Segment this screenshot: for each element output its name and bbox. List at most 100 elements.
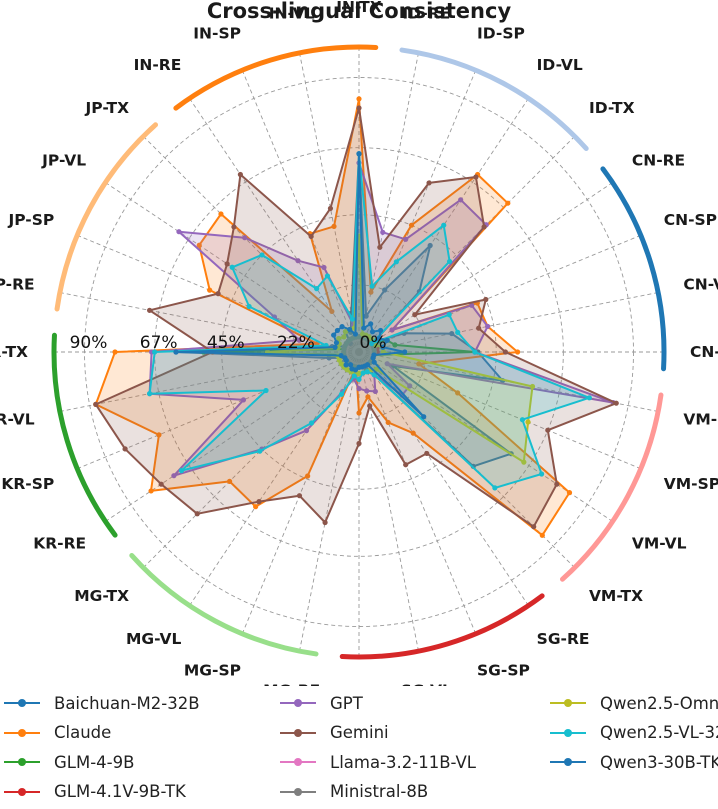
- legend-swatch: [276, 693, 320, 713]
- point-cn-tx: [502, 349, 508, 355]
- point-in-tx: [356, 96, 362, 102]
- point-sg-sp: [372, 388, 378, 395]
- spoke-in-vl: [299, 52, 360, 353]
- legend-item-qwen3-30b-tk: Qwen3-30B-TK: [546, 749, 718, 775]
- point-jp-sp: [333, 340, 340, 346]
- group-arc-vm: [559, 392, 664, 582]
- axis-label-cn-vl: CN-VL: [683, 276, 718, 294]
- axis-label-id-tx: ID-TX: [589, 99, 635, 117]
- point-jp-vl: [176, 229, 182, 235]
- point-vm-sp: [545, 427, 551, 433]
- point-sg-sp: [403, 462, 409, 468]
- point-vm-sp: [384, 361, 390, 367]
- point-jp-tx: [231, 224, 237, 230]
- point-cn-vl: [380, 344, 386, 350]
- spoke-id-sp: [358, 70, 477, 353]
- axis-label-jp-re: JP-RE: [0, 276, 35, 294]
- point-id-tx: [505, 200, 511, 206]
- series-qwen2-5-vl-32b: [147, 151, 592, 491]
- point-vm-tx: [421, 414, 427, 420]
- legend-swatch: [0, 752, 44, 772]
- legend-swatch: [0, 693, 44, 713]
- ring-tick-label-4: 90%: [70, 333, 108, 353]
- spoke-sg-re: [358, 351, 529, 606]
- axis-label-kr-tx: KR-TX: [0, 343, 28, 361]
- point-mg-vl: [253, 504, 259, 510]
- point-jp-vl: [331, 332, 337, 338]
- legend-swatch: [276, 723, 320, 743]
- point-kr-re: [148, 488, 154, 494]
- axis-label-id-sp: ID-SP: [477, 24, 525, 42]
- point-id-sp: [382, 287, 388, 293]
- legend-item-glm-4-1v-9b-tk: GLM-4.1V-9B-TK: [0, 779, 186, 805]
- legend-item-baichuan-m2-32b: Baichuan-M2-32B: [0, 690, 200, 716]
- axis-label-vm-sp: VM-SP: [664, 475, 718, 493]
- point-jp-sp: [207, 287, 213, 293]
- point-vm-vl: [554, 481, 560, 487]
- point-cn-vl: [449, 330, 455, 337]
- axis-label-in-tx: IN-TX: [336, 0, 381, 16]
- point-sg-re: [364, 362, 371, 368]
- point-vm-vl: [566, 490, 573, 496]
- point-sg-re: [410, 430, 416, 436]
- point-id-tx: [446, 258, 453, 265]
- point-jp-re: [332, 344, 338, 350]
- spoke-jp-re: [59, 292, 360, 353]
- point-id-vl: [473, 174, 479, 180]
- point-mg-vl: [256, 499, 262, 505]
- point-vm-vl: [538, 471, 545, 477]
- point-kr-vl: [93, 401, 99, 407]
- point-jp-vl: [336, 335, 342, 342]
- legend-label: Claude: [54, 723, 112, 742]
- point-mg-vl: [347, 362, 354, 368]
- spoke-jp-sp: [77, 234, 360, 353]
- spoke-mg-sp: [241, 351, 360, 634]
- point-id-tx: [481, 224, 487, 230]
- group-arc-sg: [339, 593, 545, 660]
- point-sg-tx: [356, 410, 362, 416]
- point-cn-sp: [483, 296, 489, 303]
- legend-swatch: [276, 782, 320, 802]
- grid-ring-1: [291, 284, 427, 420]
- point-cn-vl: [455, 329, 461, 335]
- point-cn-re: [389, 327, 395, 333]
- point-in-vl: [349, 316, 356, 322]
- point-sg-re: [371, 372, 377, 378]
- spoke-cn-vl: [358, 292, 659, 353]
- point-kr-tx: [173, 349, 179, 355]
- legend-item-llama-3-2-11b-vl: Llama-3.2-11B-VL: [276, 749, 476, 775]
- spoke-id-re: [358, 52, 419, 353]
- axis-label-kr-re: KR-RE: [33, 535, 86, 553]
- point-sg-vl: [360, 370, 366, 376]
- axis-label-vm-vl: VM-VL: [632, 535, 687, 553]
- legend-label: Llama-3.2-11B-VL: [330, 752, 477, 772]
- point-mg-sp: [338, 391, 345, 397]
- point-sg-re: [424, 450, 430, 457]
- point-vm-re: [613, 400, 619, 406]
- point-vm-re: [529, 383, 536, 390]
- point-id-tx: [377, 327, 384, 334]
- axis-label-id-re: ID-RE: [402, 5, 450, 23]
- point-id-vl: [441, 222, 447, 228]
- legend-label: Qwen2.5-VL-32B: [600, 723, 718, 742]
- point-mg-sp: [296, 493, 303, 499]
- legend-label: GLM-4.1V-9B-TK: [54, 782, 186, 801]
- point-mg-tx: [226, 478, 233, 485]
- group-arc-kr: [51, 332, 118, 538]
- legend-item-glm-4-9b: GLM-4-9B: [0, 749, 134, 775]
- point-jp-sp: [215, 291, 221, 297]
- point-in-re: [237, 171, 243, 178]
- ring-tick-label-0: 0%: [360, 333, 387, 353]
- legend-label: Ministral-8B: [330, 782, 429, 801]
- point-id-sp: [393, 259, 399, 265]
- point-kr-sp: [122, 446, 128, 452]
- point-cn-re: [376, 335, 382, 342]
- legend-swatch: [546, 723, 590, 743]
- axis-label-mg-vl: MG-VL: [126, 630, 181, 648]
- point-sg-vl: [365, 394, 371, 400]
- axis-label-kr-sp: KR-SP: [1, 475, 54, 493]
- axis-label-jp-vl: JP-VL: [41, 151, 86, 169]
- point-kr-sp: [240, 397, 247, 403]
- point-kr-re: [343, 357, 349, 364]
- point-id-re: [377, 244, 383, 250]
